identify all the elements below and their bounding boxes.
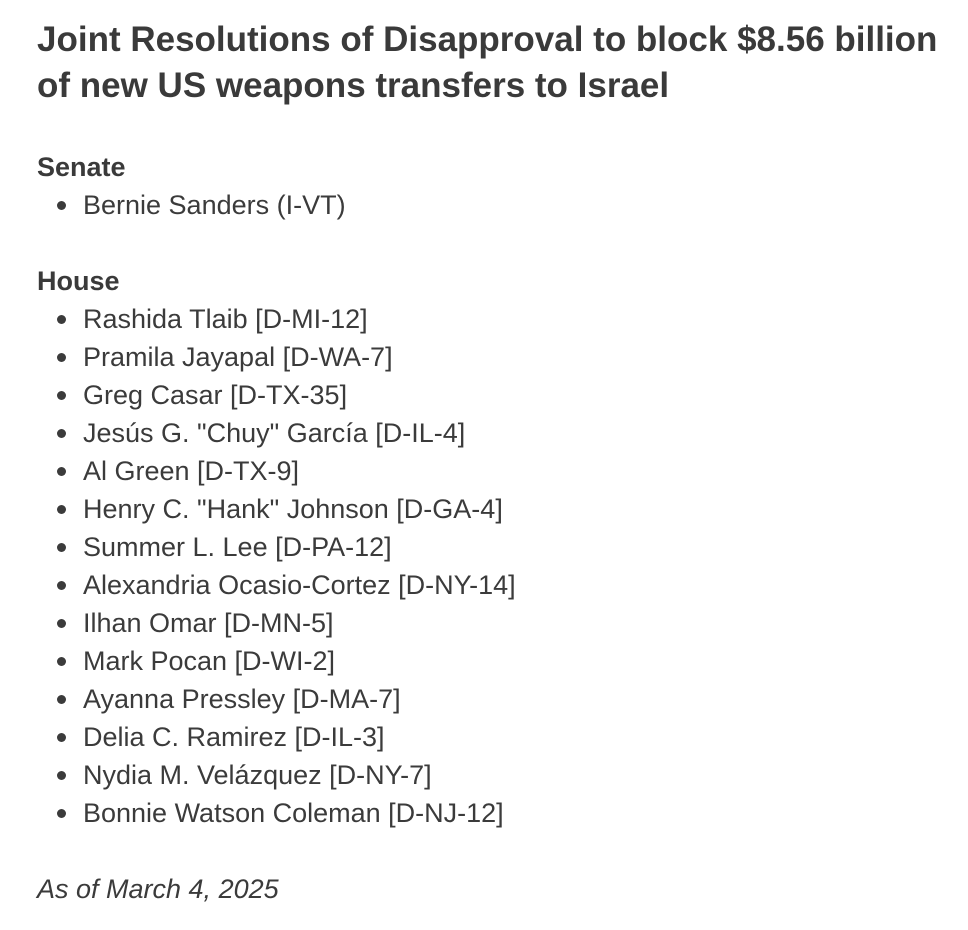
member-item: Pramila Jayapal [D-WA-7] (37, 338, 937, 376)
section-heading: Senate (37, 152, 126, 182)
member-item: Jesús G. "Chuy" García [D-IL-4] (37, 414, 937, 452)
member-item: Ilhan Omar [D-MN-5] (37, 604, 937, 642)
member-list: Rashida Tlaib [D-MI-12] Pramila Jayapal [… (37, 300, 937, 832)
title: Joint Resolutions of Disapproval to bloc… (37, 20, 938, 105)
footer-note: As of March 4, 2025 (37, 874, 279, 904)
member-item: Rashida Tlaib [D-MI-12] (37, 300, 937, 338)
member-list: Bernie Sanders (I-VT) (37, 186, 937, 224)
section-heading: House (37, 266, 120, 296)
member-item: Nydia M. Velázquez [D-NY-7] (37, 756, 937, 794)
member-item: Henry C. "Hank" Johnson [D-GA-4] (37, 490, 937, 528)
member-item: Delia C. Ramirez [D-IL-3] (37, 718, 937, 756)
member-item: Greg Casar [D-TX-35] (37, 376, 937, 414)
member-item: Al Green [D-TX-9] (37, 452, 937, 490)
member-item: Summer L. Lee [D-PA-12] (37, 528, 937, 566)
house-section: House Rashida Tlaib [D-MI-12] Pramila Jaya… (37, 262, 937, 832)
member-item: Mark Pocan [D-WI-2] (37, 642, 937, 680)
member-item: Bernie Sanders (I-VT) (37, 186, 937, 224)
member-item: Alexandria Ocasio-Cortez [D-NY-14] (37, 566, 937, 604)
member-item: Ayanna Pressley [D-MA-7] (37, 680, 937, 718)
senate-section: Senate Bernie Sanders (I-VT) (37, 148, 937, 224)
member-item: Bonnie Watson Coleman [D-NJ-12] (37, 794, 937, 832)
